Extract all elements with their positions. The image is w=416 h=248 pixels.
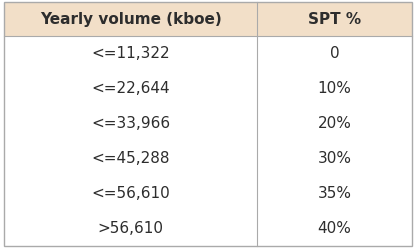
Text: 0: 0 (329, 46, 339, 61)
Text: 20%: 20% (317, 116, 352, 131)
Text: >56,610: >56,610 (97, 220, 163, 236)
Text: <=56,610: <=56,610 (91, 186, 170, 201)
FancyBboxPatch shape (4, 71, 412, 106)
Text: <=11,322: <=11,322 (91, 46, 170, 61)
Text: 40%: 40% (317, 220, 352, 236)
Text: 10%: 10% (317, 81, 352, 96)
FancyBboxPatch shape (4, 211, 412, 246)
Text: Yearly volume (kboe): Yearly volume (kboe) (40, 12, 221, 27)
FancyBboxPatch shape (4, 106, 412, 141)
FancyBboxPatch shape (4, 141, 412, 176)
Text: <=45,288: <=45,288 (91, 151, 170, 166)
Text: 35%: 35% (317, 186, 352, 201)
Text: <=33,966: <=33,966 (91, 116, 170, 131)
FancyBboxPatch shape (4, 2, 412, 36)
FancyBboxPatch shape (4, 36, 412, 71)
FancyBboxPatch shape (4, 176, 412, 211)
Text: 30%: 30% (317, 151, 352, 166)
Text: SPT %: SPT % (308, 12, 361, 27)
Text: <=22,644: <=22,644 (91, 81, 170, 96)
